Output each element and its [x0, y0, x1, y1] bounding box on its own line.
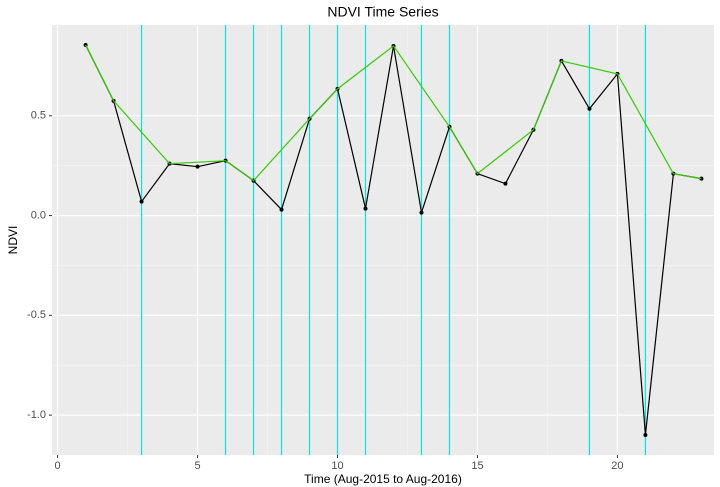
- y-tick-label: -0.5: [27, 309, 46, 321]
- data-point: [195, 164, 200, 169]
- series-line: [85, 44, 702, 182]
- y-tick-label: -1.0: [27, 409, 46, 421]
- data-point: [419, 210, 424, 215]
- data-point: [363, 206, 368, 211]
- data-point: [503, 181, 508, 186]
- y-axis-label: NDVI: [6, 226, 20, 255]
- x-tick-label: 5: [194, 460, 200, 472]
- x-axis-label: Time (Aug-2015 to Aug-2016): [304, 472, 462, 486]
- data-point: [643, 433, 648, 438]
- data-point: [279, 207, 284, 212]
- plot-panel: [52, 25, 714, 455]
- x-tick-label: 20: [611, 460, 623, 472]
- y-tick-label: 0.0: [31, 209, 46, 221]
- data-point: [587, 106, 592, 111]
- x-tick-label: 15: [471, 460, 483, 472]
- data-point: [139, 199, 144, 204]
- x-tick-label: 10: [331, 460, 343, 472]
- x-tick-label: 0: [55, 460, 61, 472]
- chart-title: NDVI Time Series: [327, 4, 438, 20]
- y-tick-label: 0.5: [31, 110, 46, 122]
